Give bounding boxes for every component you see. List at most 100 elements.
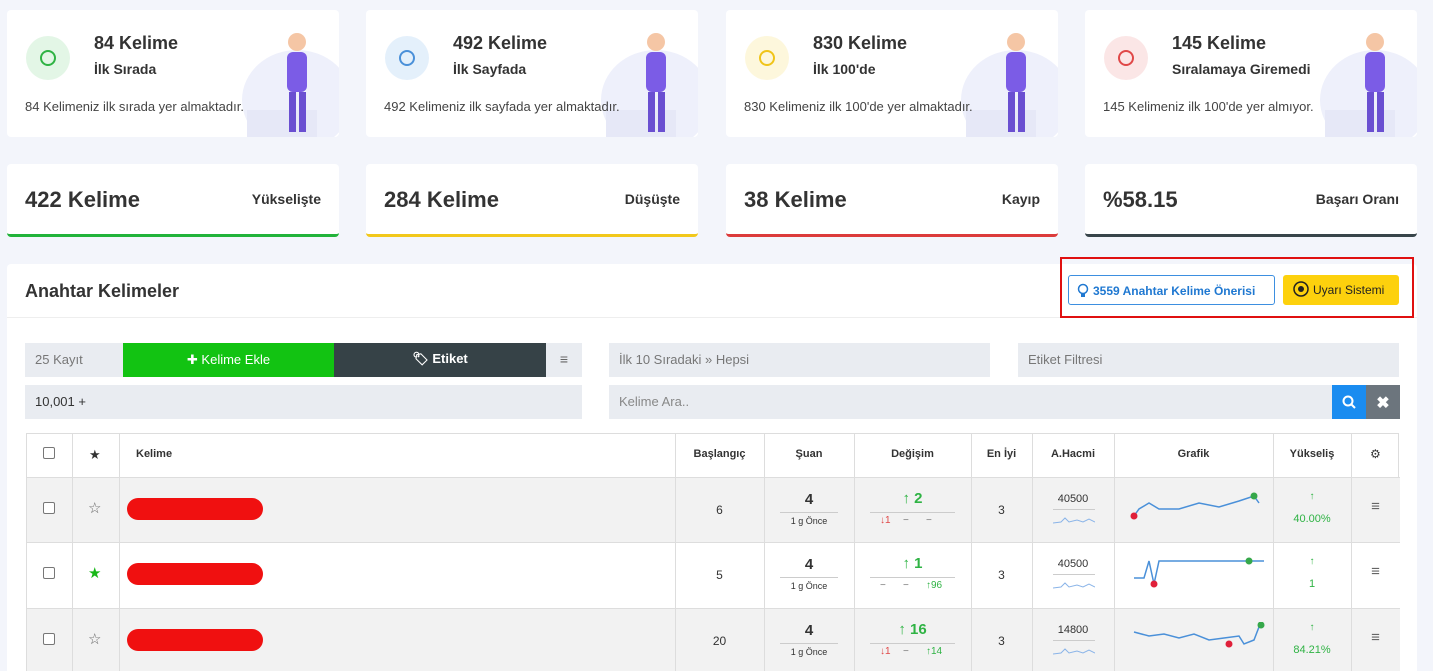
column-header[interactable]: Yükseliş <box>1289 448 1335 460</box>
redacted-keyword <box>127 563 263 585</box>
alert-button[interactable]: Uyarı Sistemi <box>1283 275 1399 305</box>
card-title: 830 Kelime <box>813 33 908 53</box>
alert-icon <box>1293 281 1309 297</box>
summary-value: %58.15 <box>1103 187 1178 212</box>
start-rank: 5 <box>716 568 723 582</box>
change-detail: − <box>880 580 886 591</box>
card-description: 830 Kelimeniz ilk 100'de yer almaktadır. <box>744 99 973 114</box>
change-detail: ↑96 <box>926 580 943 591</box>
summary-value: 38 Kelime <box>744 187 847 212</box>
card-description: 84 Kelimeniz ilk sırada yer almaktadır. <box>25 99 244 114</box>
card-subtitle: Sıralamaya Giremedi <box>1172 61 1311 77</box>
column-border <box>119 434 120 671</box>
row-menu[interactable]: ≡ <box>1371 629 1380 646</box>
updated-time: 1 g Önce <box>790 516 828 526</box>
cell-divider <box>780 643 838 644</box>
current-rank: 4 <box>804 491 814 508</box>
change-detail: − <box>903 646 909 657</box>
keyword-table: ★ Kelime Başlangıç Şuan Değişim En İyi A.Hacmi… <box>26 433 1400 671</box>
card-title: 84 Kelime <box>94 33 179 53</box>
column-header[interactable]: En İyi <box>986 448 1017 460</box>
rank-filter[interactable]: İlk 10 Sıradaki » Hepsi <box>609 343 990 377</box>
rank-sparkline <box>1134 557 1264 588</box>
stat-card: 84 Kelime İlk Sırada 84 Kelimeniz ilk sıra… <box>7 10 339 137</box>
change-detail: ↓1 <box>880 646 891 657</box>
row-menu[interactable]: ≡ <box>1371 498 1380 515</box>
updated-time: 1 g Önce <box>790 647 828 657</box>
rise-arrow: ↑ <box>1309 556 1315 567</box>
cell-divider <box>780 512 838 513</box>
search-button[interactable] <box>1332 385 1366 419</box>
card-title: 145 Kelime <box>1172 33 1267 53</box>
rank-sparkline <box>1133 622 1265 648</box>
column-border <box>1114 434 1115 671</box>
rank-sparkline <box>1130 492 1260 520</box>
row-star[interactable]: ☆ <box>88 500 102 517</box>
cell-divider <box>870 512 955 513</box>
summary-card: %58.15 Başarı Oranı <box>1085 164 1417 237</box>
panel-divider <box>7 317 1417 318</box>
change-detail: − <box>903 515 909 526</box>
row-star[interactable]: ★ <box>88 565 102 582</box>
cell-divider <box>870 577 955 578</box>
row-checkbox[interactable] <box>43 567 55 579</box>
column-border <box>72 434 73 671</box>
column-header[interactable]: A.Hacmi <box>1050 448 1096 460</box>
add-keyword-button[interactable]: ✚ Kelime Ekle <box>123 343 334 377</box>
change-detail: ↓1 <box>880 515 891 526</box>
current-rank: 4 <box>804 622 814 639</box>
suggest-button[interactable]: 3559 Anahtar Kelime Önerisi <box>1068 275 1275 305</box>
column-header[interactable]: Başlangıç <box>693 448 746 460</box>
cell-divider <box>1053 574 1095 575</box>
volume-filter[interactable]: 10,001 + <box>25 385 582 419</box>
stat-card: 830 Kelime İlk 100'de 830 Kelimeniz ilk 10… <box>726 10 1058 137</box>
card-illustration <box>961 33 1058 137</box>
summary-card: 284 Kelime Düşüşte <box>366 164 698 237</box>
rise: 84.21% <box>1293 644 1331 656</box>
column-border <box>971 434 972 671</box>
bulb-icon <box>1077 283 1089 297</box>
card-subtitle: İlk Sayfada <box>453 61 527 77</box>
column-header[interactable]: Değişim <box>891 448 934 460</box>
summary-card: 422 Kelime Yükselişte <box>7 164 339 237</box>
start-rank: 20 <box>712 634 727 648</box>
cell-divider <box>870 643 955 644</box>
change-detail: − <box>926 515 932 526</box>
card-illustration <box>601 33 698 137</box>
search-input[interactable]: Kelime Ara.. <box>609 385 1332 419</box>
tag-filter[interactable]: Etiket Filtresi <box>1018 343 1399 377</box>
volume-sparkline <box>1053 517 1095 524</box>
summary-label: Düşüşte <box>624 191 680 207</box>
summary-label: Başarı Oranı <box>1315 191 1399 207</box>
panel-title: Anahtar Kelimeler <box>25 281 180 301</box>
row-menu[interactable]: ≡ <box>1371 563 1380 580</box>
change-detail: ↑14 <box>926 646 943 657</box>
start-rank: 6 <box>716 503 723 517</box>
summary-value: 422 Kelime <box>25 187 140 212</box>
card-description: 145 Kelimeniz ilk 100'de yer almıyor. <box>1103 99 1314 114</box>
rise: 1 <box>1308 578 1316 590</box>
row-checkbox[interactable] <box>43 502 55 514</box>
tag-button[interactable]: 🏷 Etiket <box>334 343 546 377</box>
search-icon <box>1342 395 1356 409</box>
settings-icon: ⚙ <box>1370 447 1381 461</box>
summary-label: Kayıp <box>1001 191 1040 207</box>
redacted-keyword <box>127 629 263 651</box>
column-header[interactable]: Kelime <box>136 448 173 460</box>
cell-divider <box>1053 509 1095 510</box>
column-header[interactable]: Şuan <box>795 448 823 460</box>
clear-button[interactable]: ✖ <box>1366 385 1400 419</box>
card-icon <box>26 36 70 80</box>
header-checkbox[interactable] <box>43 447 55 459</box>
column-header[interactable]: Grafik <box>1177 448 1210 460</box>
summary-value: 284 Kelime <box>384 187 499 212</box>
row-star[interactable]: ☆ <box>88 631 102 648</box>
best-rank: 3 <box>998 634 1005 648</box>
column-border <box>1273 434 1274 671</box>
row-checkbox[interactable] <box>43 633 55 645</box>
search-volume: 40500 <box>1057 493 1089 505</box>
column-border <box>764 434 765 671</box>
menu-button[interactable]: ≡ <box>546 343 582 377</box>
card-icon <box>385 36 429 80</box>
page-size-select[interactable]: 25 Kayıt <box>25 343 123 377</box>
